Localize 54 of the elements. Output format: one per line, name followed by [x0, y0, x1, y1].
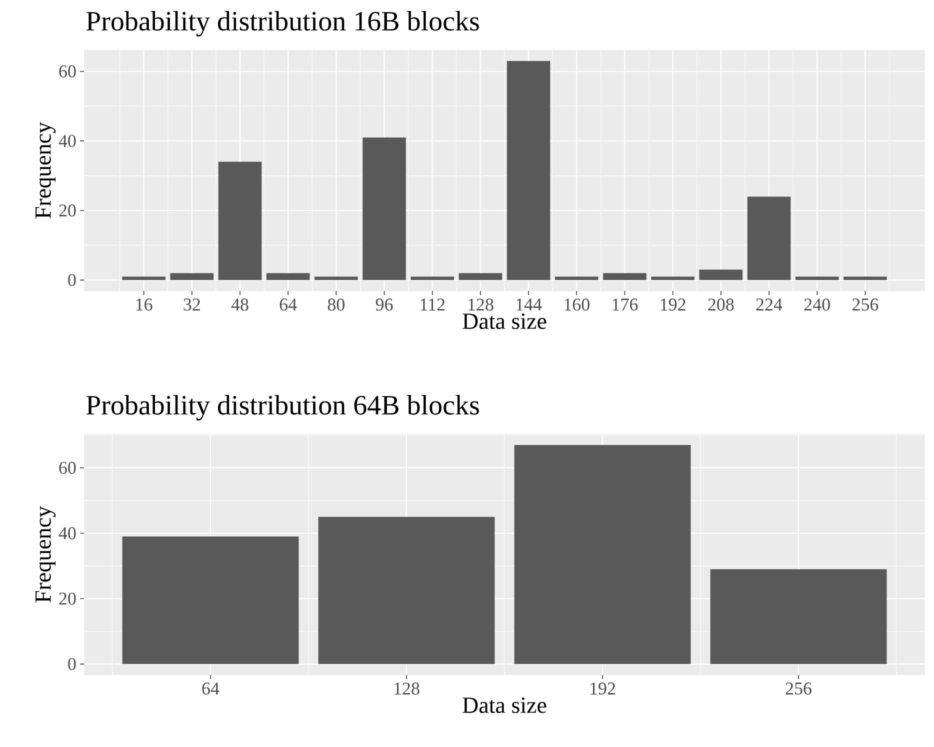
- bar: [747, 196, 791, 280]
- x-tick-label: 96: [376, 298, 393, 311]
- x-tick-label: 144: [516, 298, 542, 310]
- x-tick-label: 240: [804, 298, 830, 311]
- bar: [122, 276, 166, 280]
- bar: [410, 276, 454, 280]
- x-tick-label: 192: [660, 298, 686, 311]
- y-tick-label: 0: [68, 658, 76, 670]
- bar: [844, 276, 887, 280]
- x-tick-label: 208: [708, 298, 734, 311]
- x-tick-label: 256: [852, 298, 878, 311]
- x-tick-label: 224: [756, 298, 782, 310]
- bar: [795, 276, 839, 280]
- y-tick-label: 40: [58, 527, 76, 540]
- x-tick-label: 32: [184, 298, 200, 311]
- chart-title: Probability distribution 16B blocks: [86, 10, 479, 36]
- x-tick-label: 112: [420, 298, 445, 310]
- y-tick-label: 60: [59, 462, 76, 474]
- bar: [266, 273, 310, 280]
- x-tick-label: 192: [590, 682, 616, 695]
- bar: [170, 273, 214, 280]
- bar: [514, 444, 691, 664]
- x-tick-label: 160: [564, 298, 590, 311]
- y-tick-label: 20: [59, 204, 76, 217]
- bar: [218, 162, 262, 280]
- x-tick-label: 256: [786, 682, 812, 695]
- x-axis-title: Data size: [462, 314, 546, 329]
- x-tick-label: 128: [394, 682, 420, 695]
- bar: [710, 569, 887, 664]
- bar: [555, 276, 598, 280]
- y-tick-label: 20: [59, 592, 76, 605]
- bar: [362, 137, 406, 280]
- x-tick-label: 80: [328, 298, 344, 311]
- x-tick-label: 48: [231, 298, 248, 311]
- x-tick-label: 176: [612, 298, 638, 311]
- bar: [651, 276, 694, 280]
- y-axis-title: Frequency: [36, 506, 56, 602]
- bar: [318, 516, 495, 664]
- bar: [506, 60, 550, 280]
- y-tick-label: 60: [59, 65, 76, 78]
- y-tick-label: 0: [68, 274, 76, 286]
- bar: [603, 273, 646, 280]
- y-tick-label: 40: [58, 134, 76, 148]
- bar: [699, 270, 743, 280]
- x-axis-title: Data size: [462, 698, 546, 713]
- chart-title: Probability distribution 64B blocks: [86, 394, 479, 420]
- bar: [458, 273, 502, 280]
- x-tick-label: 64: [202, 682, 220, 695]
- x-tick-label: 128: [468, 298, 494, 311]
- bar: [314, 276, 358, 280]
- y-axis-title: Frequency: [36, 122, 56, 218]
- bar: [122, 536, 299, 664]
- x-tick-label: 16: [136, 298, 152, 311]
- x-tick-label: 64: [280, 298, 297, 311]
